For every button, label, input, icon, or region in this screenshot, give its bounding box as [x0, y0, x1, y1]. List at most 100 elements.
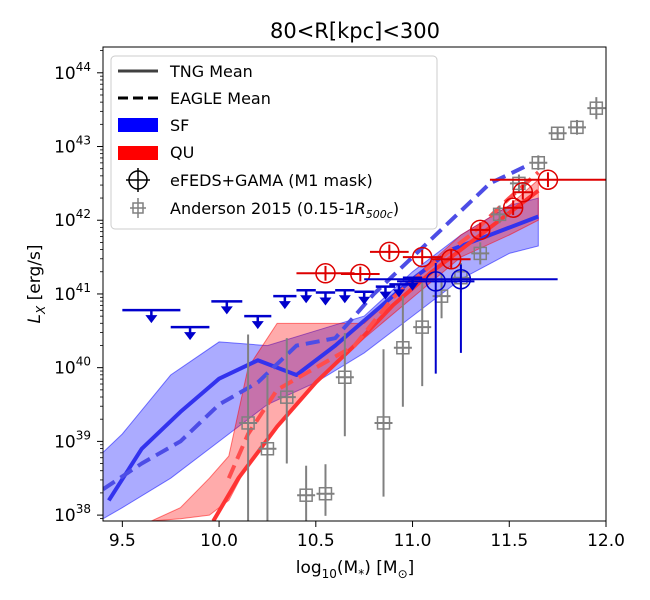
anderson-point [587, 97, 606, 120]
y-tick-label: 1042 [54, 207, 91, 231]
anderson-marker [241, 416, 255, 430]
efeds-qu-point-marker [512, 181, 534, 203]
anderson-point [548, 126, 567, 140]
x-axis-label: log10(M*) [M⊙] [296, 558, 415, 581]
legend-swatch-qu [118, 146, 158, 160]
efeds-sf-point [364, 264, 558, 353]
anderson-point [471, 242, 490, 265]
sf-upper-limit [170, 325, 210, 341]
anderson-point [393, 296, 412, 407]
efeds-qu-point-marker [315, 263, 336, 284]
efeds-qu-point [369, 241, 409, 263]
anderson-point [239, 334, 258, 521]
efeds-sf-point-marker [425, 271, 447, 292]
anderson-point [413, 282, 432, 387]
anderson-point [567, 119, 586, 135]
x-tick-label: 11.0 [394, 531, 432, 551]
anderson-marker [260, 442, 275, 456]
anderson-point [374, 349, 393, 497]
x-tick-label: 10.0 [200, 531, 238, 551]
sf-eagle-mean-line [103, 163, 530, 491]
anderson-point [316, 464, 335, 516]
anderson-marker [318, 486, 333, 501]
anderson-marker [473, 246, 487, 261]
upper-limit-arrow [379, 291, 392, 300]
legend-label-qu: QU [170, 143, 194, 162]
anderson-marker [338, 370, 352, 385]
efeds-qu-point-marker [440, 249, 462, 270]
upper-limit-arrow [358, 296, 371, 305]
x-tick-label: 12.0 [587, 531, 625, 551]
anderson-point [277, 338, 296, 464]
chart-title: 80<R[kpc]<300 [270, 19, 440, 43]
legend-label-sf: SF [170, 116, 189, 135]
legend: TNG Mean EAGLE Mean SF QU eFEDS+GAMA (M1… [110, 55, 438, 230]
anderson-marker [415, 320, 429, 334]
x-tick-label: 9.5 [109, 531, 136, 551]
y-tick-label: 1041 [54, 281, 91, 305]
anderson-marker [531, 155, 546, 170]
sf-upper-limit [315, 291, 336, 306]
efeds-qu-point [502, 197, 524, 218]
sf-upper-limit [122, 308, 181, 324]
efeds-qu-point [431, 249, 471, 270]
efeds-qu-point [402, 246, 442, 268]
y-tick-label: 1040 [54, 355, 91, 379]
anderson-marker [570, 120, 584, 135]
sf-upper-limit [244, 314, 272, 330]
legend-label-anderson: Anderson 2015 (0.15-1R500c) [170, 199, 399, 221]
sf-tng-mean-line [107, 214, 540, 502]
upper-limit-arrow [392, 289, 405, 298]
y-tick-label: 1044 [54, 60, 91, 84]
legend-frame [110, 55, 438, 230]
legend-label-eagle: EAGLE Mean [170, 89, 271, 108]
legend-label-tng: TNG Mean [169, 62, 253, 81]
efeds-qu-point [489, 169, 606, 190]
upper-limit-arrow [406, 282, 419, 291]
upper-limit-arrow [220, 306, 233, 315]
anderson-point [335, 333, 354, 437]
efeds-qu-point-marker [537, 169, 559, 190]
sf-upper-limit [273, 294, 297, 310]
plot-frame [102, 46, 607, 522]
efeds-qu-point-marker [502, 197, 524, 218]
anderson-marker [280, 390, 294, 404]
legend-label-efeds: eFEDS+GAMA (M1 mask) [170, 171, 373, 190]
anderson-marker [376, 416, 391, 430]
efeds-qu-point-marker [470, 219, 491, 241]
anderson-marker [589, 101, 604, 115]
sf-upper-limit [375, 285, 396, 300]
sf-upper-limit [389, 283, 409, 298]
legend-swatch-crosshair [126, 168, 150, 192]
efeds-qu-point [512, 181, 534, 203]
y-axis-label: LX [erg/s] [25, 245, 48, 324]
anderson-point [529, 155, 548, 171]
legend-swatch-anderson [130, 198, 146, 218]
efeds-sf-point-marker [450, 268, 472, 290]
sf-upper-limit [296, 289, 316, 304]
sf-upper-limit [211, 300, 243, 315]
upper-limit-arrow [278, 301, 291, 310]
y-tick-label: 1039 [54, 428, 91, 452]
upper-limit-arrow [338, 295, 351, 304]
anderson-marker [550, 126, 565, 140]
upper-limit-arrow [300, 295, 313, 304]
upper-limit-arrow [184, 332, 197, 341]
anderson-marker [396, 341, 410, 355]
anderson-marker [299, 488, 313, 502]
sf-upper-limit [354, 290, 374, 305]
y-tick-label: 1043 [54, 134, 91, 158]
upper-limit-arrow [251, 321, 264, 330]
qu-eagle-mean-line [226, 170, 540, 480]
upper-limit-arrow [145, 315, 158, 324]
x-tick-label: 11.5 [490, 531, 528, 551]
anderson-point [297, 465, 316, 521]
efeds-qu-point [340, 263, 380, 285]
efeds-qu-point-marker [411, 246, 433, 268]
efeds-qu-point-marker [350, 263, 371, 285]
efeds-qu-point [470, 219, 491, 241]
upper-limit-arrow [319, 297, 332, 306]
anderson-point [258, 375, 277, 521]
legend-swatch-sf [118, 118, 158, 132]
